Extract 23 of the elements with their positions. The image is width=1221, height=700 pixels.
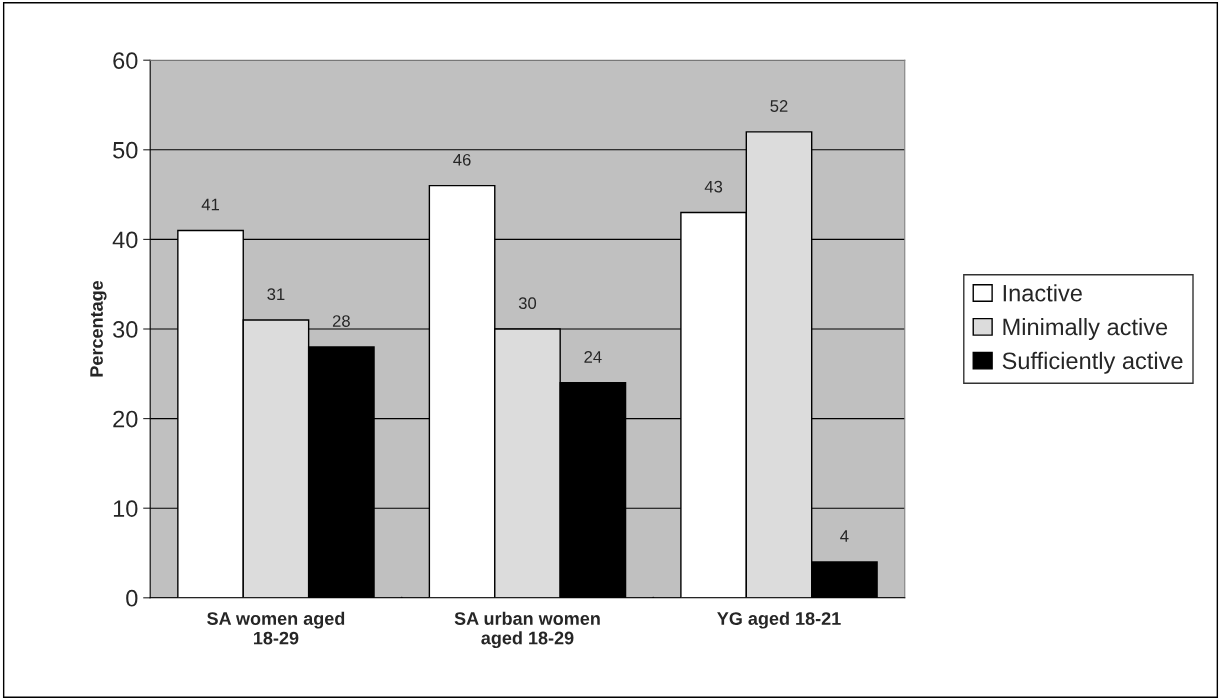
data-label: 30 <box>518 297 537 310</box>
data-label: 41 <box>201 198 220 211</box>
y-tick-label: 50 <box>113 141 138 159</box>
x-tick-label: SA urban women aged 18-29 <box>454 611 600 649</box>
y-tick-label: 40 <box>112 231 138 249</box>
legend-label: Minimally active <box>1003 317 1168 340</box>
x-tick-label: SA women aged 18-29 <box>207 611 345 645</box>
data-label: 52 <box>770 100 788 112</box>
data-label: 28 <box>332 315 350 327</box>
data-label: 46 <box>453 153 471 166</box>
y-axis-title: Percentage <box>90 280 107 377</box>
y-tick-label: 30 <box>113 321 138 338</box>
y-tick-label: 10 <box>113 500 138 517</box>
y-tick-label: 0 <box>126 589 138 607</box>
legend-label: Inactive <box>1003 284 1082 302</box>
data-label: 24 <box>584 351 602 363</box>
data-label: 31 <box>267 288 285 301</box>
y-tick-label: 60 <box>113 52 138 69</box>
data-label: 43 <box>704 180 723 193</box>
y-tick-label: 20 <box>113 410 138 428</box>
data-label: 4 <box>840 530 849 542</box>
legend-label: Sufficiently active <box>1002 351 1183 374</box>
x-tick-label: YG aged 18-21 <box>717 611 841 629</box>
